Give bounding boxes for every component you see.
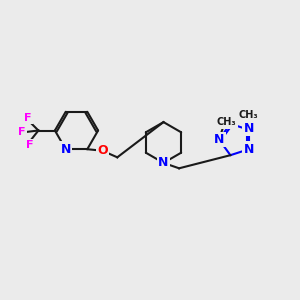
Text: O: O (97, 144, 108, 157)
Text: N: N (214, 133, 224, 146)
Text: N: N (244, 122, 254, 135)
Text: F: F (24, 112, 32, 123)
Text: N: N (61, 143, 71, 156)
Text: CH₃: CH₃ (217, 117, 236, 128)
Text: CH₃: CH₃ (238, 110, 258, 120)
Text: F: F (26, 140, 33, 150)
Text: F: F (18, 127, 26, 137)
Text: N: N (158, 156, 169, 170)
Text: N: N (244, 143, 254, 156)
